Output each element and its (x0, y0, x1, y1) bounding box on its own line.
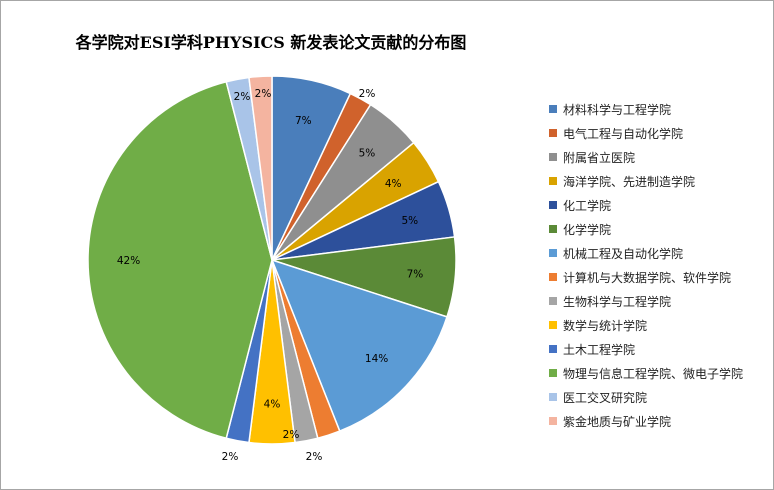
legend-item: 紫金地质与矿业学院 (549, 409, 764, 433)
legend-swatch (549, 105, 557, 113)
legend-swatch (549, 369, 557, 377)
legend-label: 计算机与大数据学院、软件学院 (563, 270, 732, 285)
legend-swatch (549, 249, 557, 257)
pie-slice (87, 80, 273, 440)
legend-item: 土木工程学院 (549, 337, 764, 361)
slice-data-label: 4% (264, 399, 281, 411)
legend-swatch (549, 153, 557, 161)
legend-swatch (549, 321, 557, 329)
slice-data-label: 2% (255, 88, 272, 100)
legend-swatch (549, 297, 557, 305)
slice-data-label: 7% (295, 115, 312, 127)
slice-data-label: 5% (401, 215, 418, 227)
legend-swatch (549, 273, 557, 281)
legend-item: 计算机与大数据学院、软件学院 (549, 265, 764, 289)
legend-item: 化工学院 (549, 193, 764, 217)
chart-legend: 材料科学与工程学院 电气工程与自动化学院 附属省立医院海洋学院、先进制造学院 化工学院… (549, 97, 764, 433)
legend-swatch (549, 417, 557, 425)
slice-data-label: 2% (306, 451, 323, 463)
legend-item: 物理与信息工程学院、微电子学院 (549, 361, 764, 385)
legend-label: 土木工程学院 (563, 342, 636, 357)
legend-label: 物理与信息工程学院、微电子学院 (563, 366, 744, 381)
pie-slice (248, 75, 273, 261)
legend-label: 海洋学院、先进制造学院 (563, 174, 696, 189)
slice-data-label: 2% (222, 451, 239, 463)
legend-item: 生物科学与工程学院 (549, 289, 764, 313)
legend-swatch (549, 201, 557, 209)
legend-item: 数学与统计学院 (549, 313, 764, 337)
legend-label: 紫金地质与矿业学院 (563, 414, 672, 429)
slice-data-label: 42% (117, 255, 140, 267)
chart-title: 各学院对ESI学科PHYSICS 新发表论文贡献的分布图 (75, 33, 467, 52)
slice-data-label: 7% (407, 269, 424, 281)
legend-label: 生物科学与工程学院 (563, 294, 672, 309)
legend-label: 化工学院 (563, 198, 612, 213)
legend-label: 数学与统计学院 (563, 318, 648, 333)
slice-data-label: 4% (385, 178, 402, 190)
legend-label: 电气工程与自动化学院 (563, 126, 684, 141)
legend-swatch (549, 345, 557, 353)
legend-item: 化学学院 (549, 217, 764, 241)
legend-item: 材料科学与工程学院 (549, 97, 764, 121)
slice-data-label: 2% (283, 429, 300, 441)
legend-item: 电气工程与自动化学院 (549, 121, 764, 145)
slice-data-label: 5% (359, 147, 376, 159)
slice-data-label: 2% (359, 88, 376, 100)
legend-swatch (549, 177, 557, 185)
slice-data-label: 2% (234, 91, 251, 103)
legend-item: 医工交叉研究院 (549, 385, 764, 409)
legend-label: 附属省立医院 (563, 150, 636, 165)
legend-label: 材料科学与工程学院 (563, 102, 672, 117)
legend-swatch (549, 129, 557, 137)
legend-label: 机械工程及自动化学院 (563, 246, 684, 261)
pie-slice (270, 258, 448, 433)
legend-item: 附属省立医院 (549, 145, 764, 169)
slice-data-label: 14% (365, 353, 388, 365)
legend-swatch (549, 393, 557, 401)
legend-swatch (549, 225, 557, 233)
legend-item: 海洋学院、先进制造学院 (549, 169, 764, 193)
legend-label: 医工交叉研究院 (563, 390, 648, 405)
legend-item: 机械工程及自动化学院 (549, 241, 764, 265)
legend-label: 化学学院 (563, 222, 612, 237)
